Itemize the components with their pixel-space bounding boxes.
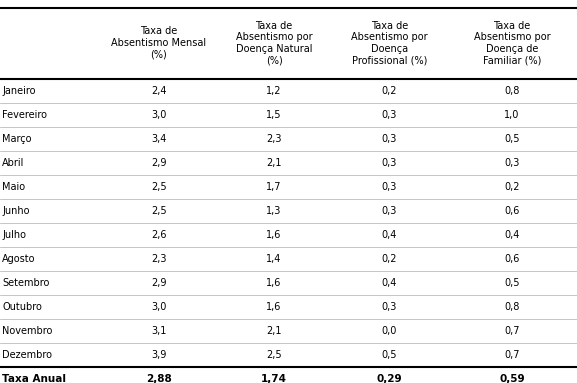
Text: 2,3: 2,3 bbox=[267, 134, 282, 144]
Text: 0,3: 0,3 bbox=[382, 206, 397, 216]
Text: 0,29: 0,29 bbox=[377, 374, 402, 383]
Text: 0,8: 0,8 bbox=[504, 302, 520, 312]
Text: 2,5: 2,5 bbox=[266, 350, 282, 360]
Text: 3,4: 3,4 bbox=[151, 134, 166, 144]
Text: Taxa de
Absentismo por
Doença
Profissional (%): Taxa de Absentismo por Doença Profission… bbox=[351, 21, 428, 65]
Text: Maio: Maio bbox=[2, 182, 25, 192]
Text: Taxa Anual: Taxa Anual bbox=[2, 374, 66, 383]
Text: 0,5: 0,5 bbox=[382, 350, 397, 360]
Text: 0,3: 0,3 bbox=[382, 110, 397, 119]
Text: Dezembro: Dezembro bbox=[2, 350, 53, 360]
Text: 0,3: 0,3 bbox=[382, 134, 397, 144]
Text: 1,2: 1,2 bbox=[267, 85, 282, 95]
Text: 0,5: 0,5 bbox=[504, 278, 520, 288]
Text: 1,3: 1,3 bbox=[267, 206, 282, 216]
Text: Março: Março bbox=[2, 134, 32, 144]
Text: 0,4: 0,4 bbox=[504, 230, 520, 240]
Text: 3,1: 3,1 bbox=[151, 326, 166, 336]
Text: 0,2: 0,2 bbox=[382, 85, 397, 95]
Text: 0,3: 0,3 bbox=[504, 158, 520, 168]
Text: Taxa de
Absentismo por
Doença Natural
(%): Taxa de Absentismo por Doença Natural (%… bbox=[236, 21, 312, 65]
Text: 2,5: 2,5 bbox=[151, 206, 167, 216]
Text: 3,0: 3,0 bbox=[151, 110, 166, 119]
Text: 0,5: 0,5 bbox=[504, 134, 520, 144]
Text: 0,6: 0,6 bbox=[504, 254, 520, 264]
Text: 0,3: 0,3 bbox=[382, 302, 397, 312]
Text: 2,4: 2,4 bbox=[151, 85, 166, 95]
Text: Junho: Junho bbox=[2, 206, 30, 216]
Text: 1,6: 1,6 bbox=[267, 302, 282, 312]
Text: Janeiro: Janeiro bbox=[2, 85, 36, 95]
Text: 3,9: 3,9 bbox=[151, 350, 166, 360]
Text: 0,4: 0,4 bbox=[382, 278, 397, 288]
Text: 1,0: 1,0 bbox=[504, 110, 520, 119]
Text: Abril: Abril bbox=[2, 158, 25, 168]
Text: 0,7: 0,7 bbox=[504, 350, 520, 360]
Text: 2,9: 2,9 bbox=[151, 278, 166, 288]
Text: 1,6: 1,6 bbox=[267, 278, 282, 288]
Text: 1,7: 1,7 bbox=[267, 182, 282, 192]
Text: 1,4: 1,4 bbox=[267, 254, 282, 264]
Text: 0,4: 0,4 bbox=[382, 230, 397, 240]
Text: Taxa de
Absentismo Mensal
(%): Taxa de Absentismo Mensal (%) bbox=[111, 26, 206, 60]
Text: 0,7: 0,7 bbox=[504, 326, 520, 336]
Text: 1,74: 1,74 bbox=[261, 374, 287, 383]
Text: Setembro: Setembro bbox=[2, 278, 50, 288]
Text: 2,1: 2,1 bbox=[267, 158, 282, 168]
Text: Taxa de
Absentismo por
Doença de
Familiar (%): Taxa de Absentismo por Doença de Familia… bbox=[474, 21, 550, 65]
Text: 2,1: 2,1 bbox=[267, 326, 282, 336]
Text: 0,3: 0,3 bbox=[382, 182, 397, 192]
Text: 2,3: 2,3 bbox=[151, 254, 166, 264]
Text: 0,8: 0,8 bbox=[504, 85, 520, 95]
Text: 0,2: 0,2 bbox=[504, 182, 520, 192]
Text: 3,0: 3,0 bbox=[151, 302, 166, 312]
Text: Fevereiro: Fevereiro bbox=[2, 110, 47, 119]
Text: Agosto: Agosto bbox=[2, 254, 36, 264]
Text: 0,3: 0,3 bbox=[382, 158, 397, 168]
Text: 1,6: 1,6 bbox=[267, 230, 282, 240]
Text: Outubro: Outubro bbox=[2, 302, 42, 312]
Text: 2,88: 2,88 bbox=[146, 374, 171, 383]
Text: 2,9: 2,9 bbox=[151, 158, 166, 168]
Text: 2,5: 2,5 bbox=[151, 182, 167, 192]
Text: 2,6: 2,6 bbox=[151, 230, 166, 240]
Text: 0,2: 0,2 bbox=[382, 254, 397, 264]
Text: 0,0: 0,0 bbox=[382, 326, 397, 336]
Text: Julho: Julho bbox=[2, 230, 27, 240]
Text: 0,6: 0,6 bbox=[504, 206, 520, 216]
Text: 0,59: 0,59 bbox=[499, 374, 525, 383]
Text: Novembro: Novembro bbox=[2, 326, 53, 336]
Text: 1,5: 1,5 bbox=[267, 110, 282, 119]
